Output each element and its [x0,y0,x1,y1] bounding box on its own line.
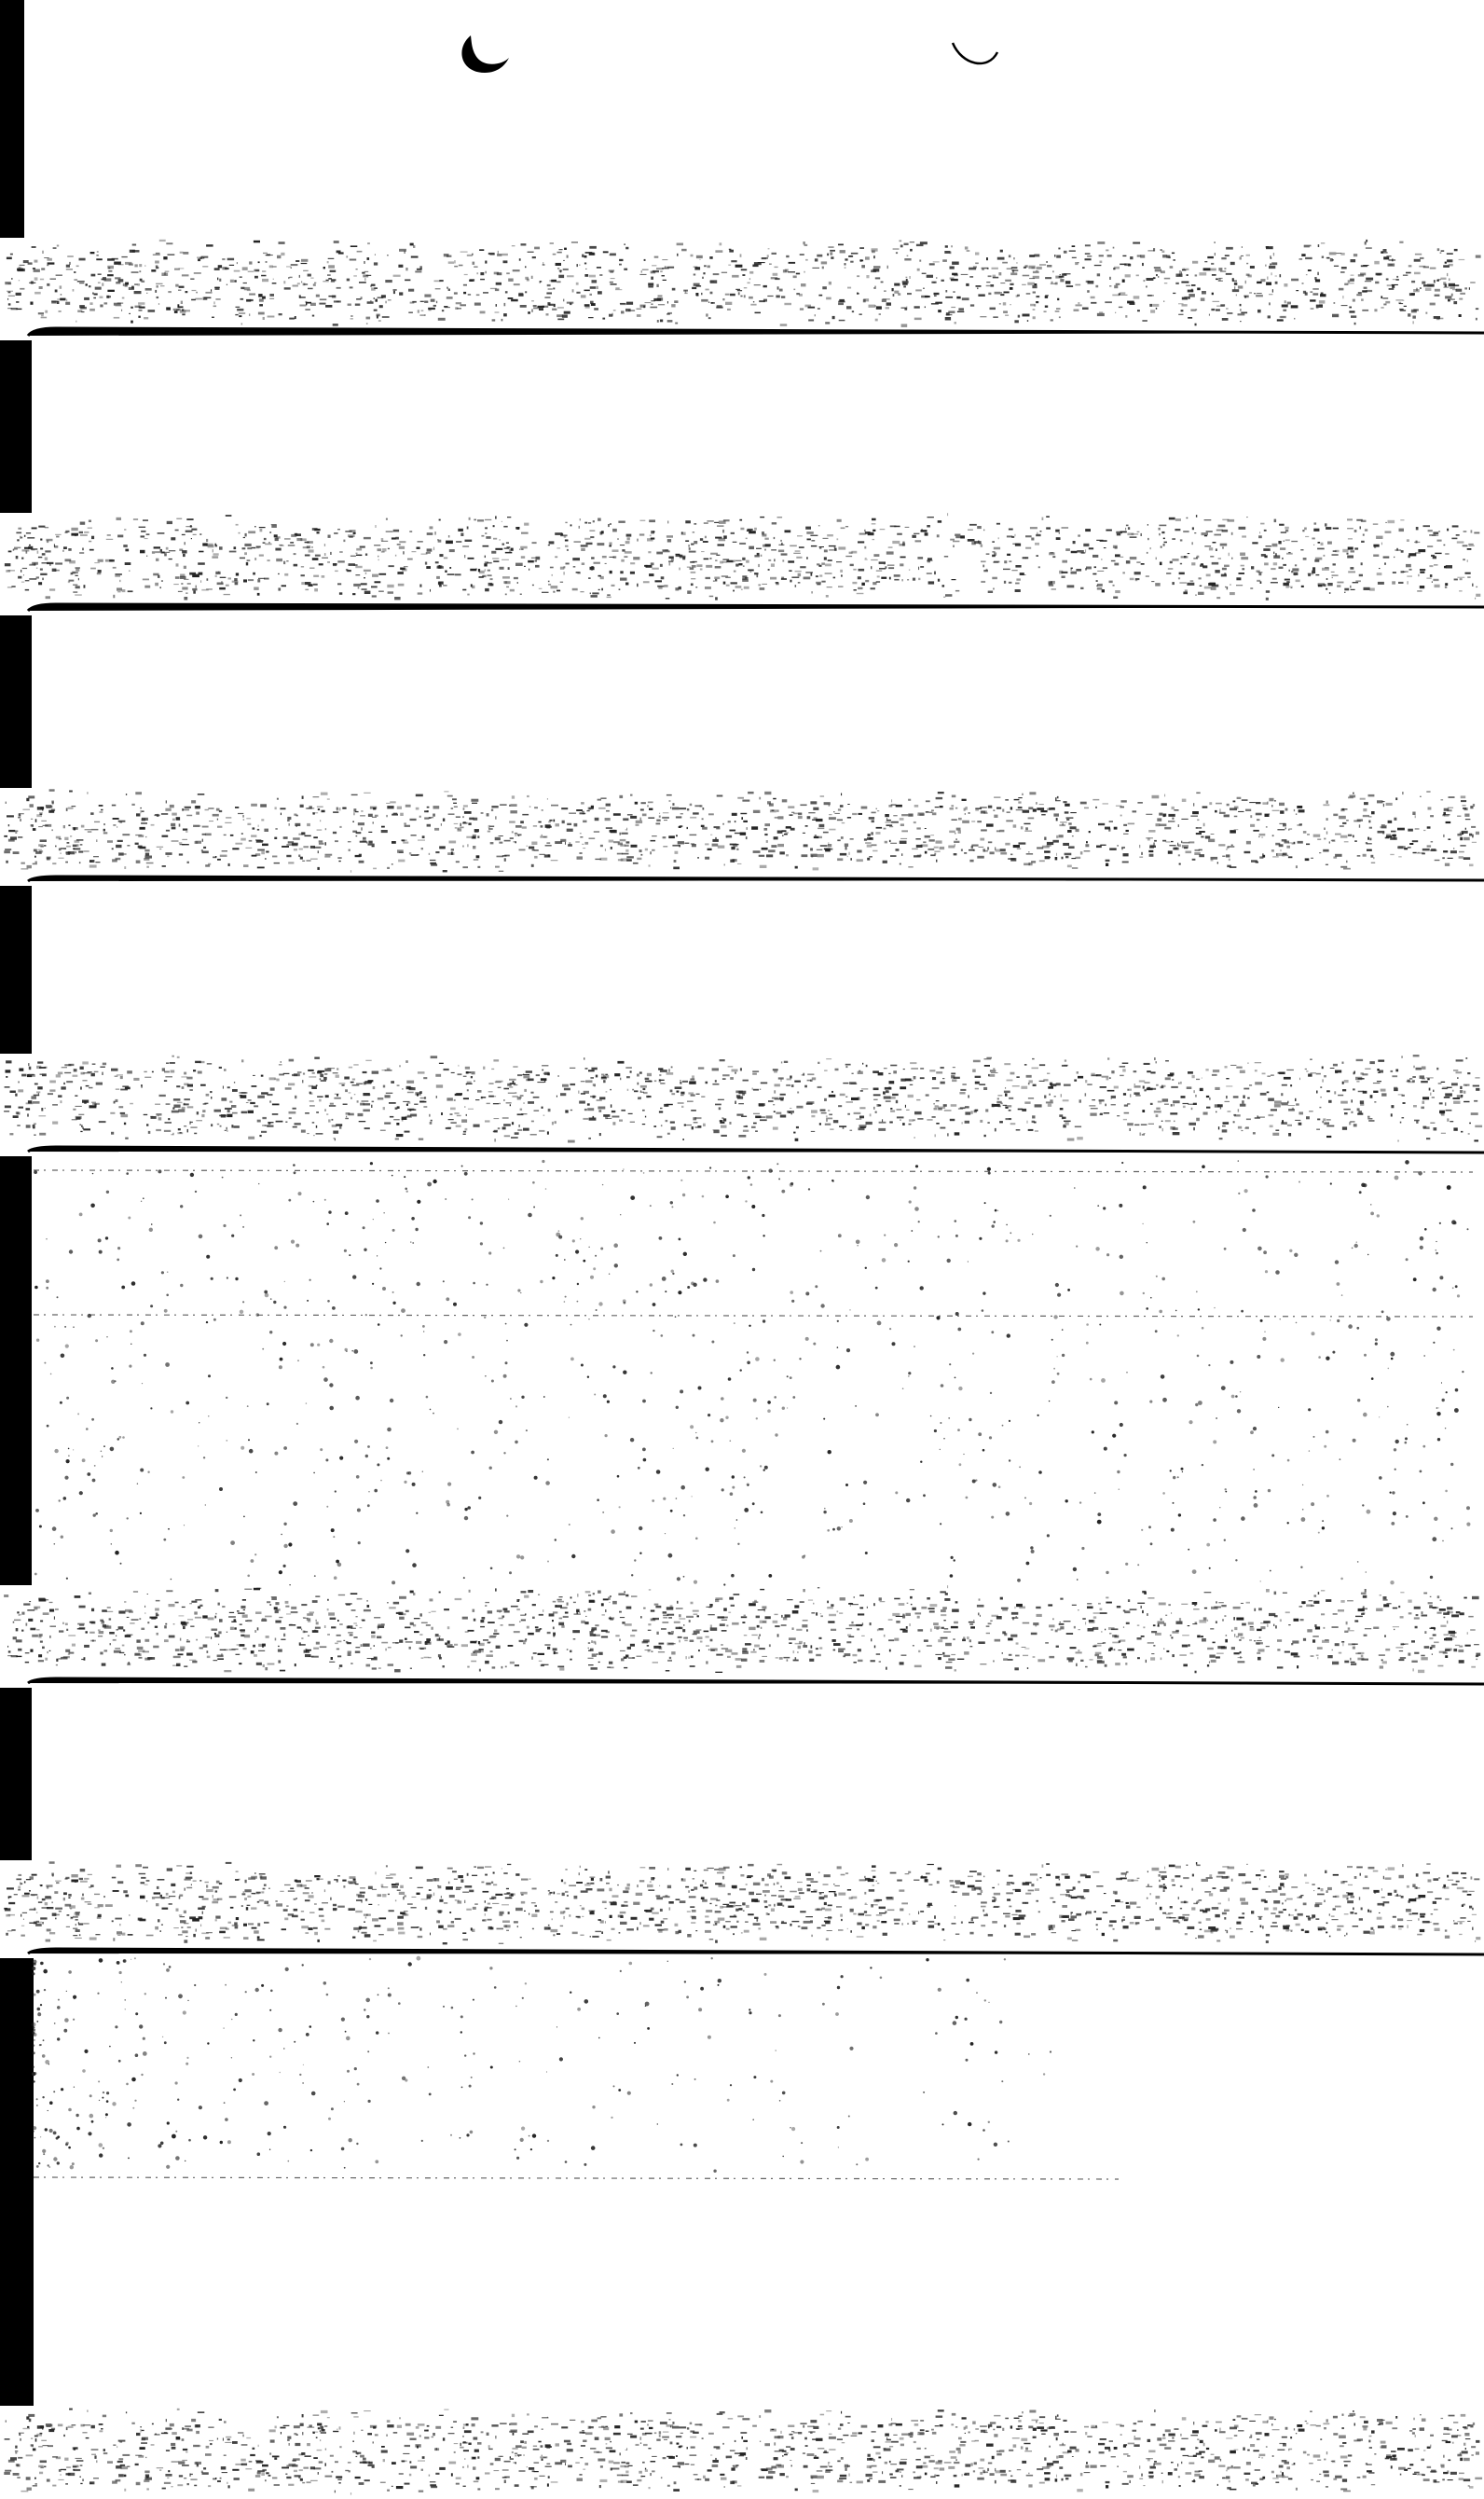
binding-shadow-band-2 [0,340,32,513]
noise-strip-6 [4,1861,1481,1945]
binding-shadow-top [0,0,24,238]
speckle-field-1 [34,1159,1471,1586]
binding-shadow-band-5 [0,1156,32,1585]
noise-strip-2 [4,513,1481,601]
binding-shadow-band-6 [0,1688,32,1860]
binding-shadow-band-7 [0,1958,34,2406]
band-divider-1 [26,326,1484,338]
hole-punch-mark-right [951,42,999,65]
band-dividers [26,326,1484,1956]
band-divider-5 [27,1677,1484,1686]
scan-trace-1 [33,1169,1474,1173]
scan-trace-2 [33,1314,1474,1318]
scan-trace-3 [33,2176,1120,2180]
band-divider-3 [27,875,1484,883]
noise-strip-3 [4,789,1479,873]
band-divider-6 [27,1947,1484,1956]
band-divider-2 [26,602,1484,613]
speckle-field-2 [31,1955,1052,2173]
noise-strip-5 [4,1585,1481,1674]
scan-noise [4,239,1483,2495]
binding-shadow-band-4 [0,886,32,1054]
noise-strip-7 [4,2408,1483,2495]
band-divider-4 [27,1145,1484,1154]
noise-strip-4 [4,1055,1483,1143]
binding-shadow-band-3 [0,615,32,788]
hole-punch-mark-left [461,35,509,73]
noise-strip-1 [5,239,1481,327]
binding-edge [0,0,34,2406]
